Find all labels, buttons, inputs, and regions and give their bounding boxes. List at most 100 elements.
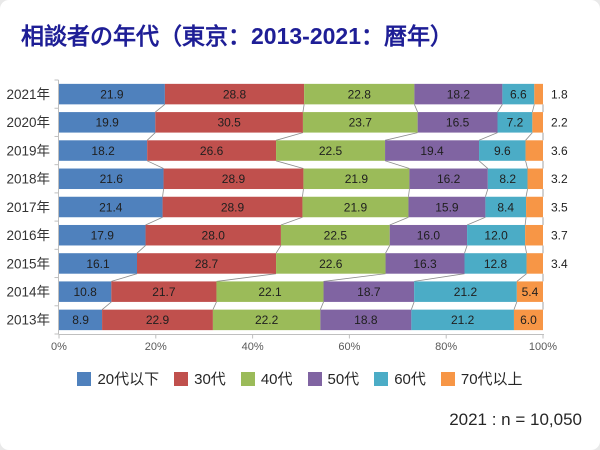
category-label: 2015年 <box>6 256 50 271</box>
x-axis-tick-label: 20% <box>145 341 167 353</box>
series-connector-line <box>524 217 527 226</box>
value-label: 8.2 <box>499 172 516 186</box>
value-label: 6.0 <box>520 313 537 327</box>
value-label: 12.8 <box>484 257 508 271</box>
value-label: 15.9 <box>435 200 459 214</box>
legend-label: 70代以上 <box>460 371 523 388</box>
series-connector-line <box>531 104 535 113</box>
bar-row-2020年: 19.9 30.5 23.7 16.5 7.2 2.2 2020年 <box>6 112 568 133</box>
bar-segment-40代 <box>304 83 415 105</box>
value-label: 28.9 <box>221 200 245 214</box>
bar-segment-60代 <box>464 253 527 274</box>
value-label: 16.2 <box>437 172 461 186</box>
series-connector-line <box>111 273 138 282</box>
bar-segment-30代 <box>102 309 213 331</box>
bar-row-2018年: 21.6 28.9 21.9 16.2 8.2 3.2 2018年 <box>6 168 568 190</box>
series-connector-line <box>101 301 112 310</box>
value-label: 21.2 <box>451 313 475 327</box>
value-label: 21.4 <box>99 200 123 214</box>
series-connector-line <box>516 273 527 282</box>
value-label: 30.5 <box>217 116 241 130</box>
category-label: 2018年 <box>6 172 50 187</box>
value-label: 12.0 <box>484 229 508 243</box>
series-connector-line <box>275 245 282 254</box>
bar-segment-20代以下 <box>59 168 164 190</box>
value-label-outside: 3.4 <box>551 257 568 271</box>
legend-item-50代: 50代 <box>307 368 360 389</box>
legend-swatch-icon <box>374 371 389 386</box>
bar-row-2014年: 10.8 21.7 22.1 18.7 21.2 5.4 2014年 <box>6 281 543 302</box>
value-label: 18.7 <box>357 285 381 299</box>
bar-segment-50代 <box>409 168 488 190</box>
value-label: 23.7 <box>349 116 373 130</box>
value-label: 9.6 <box>494 144 511 158</box>
bar-segment-50代 <box>385 253 465 274</box>
series-connector-line <box>384 132 418 141</box>
x-axis-tick-label: 80% <box>435 341 457 353</box>
value-label: 17.9 <box>91 229 115 243</box>
series-connector-line <box>147 160 164 169</box>
value-label: 21.6 <box>100 172 124 186</box>
bar-segment-30代 <box>164 83 305 105</box>
value-label: 28.8 <box>223 87 247 101</box>
bar-segment-40代 <box>302 196 409 218</box>
bar-row-2013年: 8.9 22.9 22.2 18.8 21.2 6.0 2013年 <box>6 309 543 331</box>
bar-segment-30代 <box>145 224 281 246</box>
category-label: 2020年 <box>6 115 50 130</box>
bar-segment-70代以上 <box>532 112 543 133</box>
value-label: 18.8 <box>354 313 378 327</box>
series-connector-line <box>389 216 409 226</box>
value-label: 21.7 <box>152 285 176 299</box>
value-label: 16.1 <box>86 257 110 271</box>
bar-segment-70代以上 <box>525 224 543 246</box>
value-label: 8.4 <box>497 200 514 214</box>
bar-segment-30代 <box>137 253 277 274</box>
value-label: 19.4 <box>420 144 444 158</box>
bar-segment-60代 <box>487 168 528 190</box>
series-connector-line <box>275 160 304 169</box>
category-label: 2014年 <box>6 285 50 300</box>
value-label: 21.9 <box>344 200 368 214</box>
series-connector-line <box>162 188 164 197</box>
chart-legend: 20代以下 30代 40代 50代 60代 70代以上 <box>0 368 600 389</box>
bar-row-2021年: 21.9 28.8 22.8 18.2 6.6 1.8 2021年 <box>6 83 568 105</box>
x-axis-tick-label: 40% <box>242 341 264 353</box>
bar-row-2016年: 17.9 28.0 22.5 16.0 12.0 3.7 2016年 <box>6 224 568 246</box>
value-label-outside: 3.2 <box>551 172 568 186</box>
value-label: 22.8 <box>348 87 372 101</box>
value-label: 8.9 <box>72 313 89 327</box>
sample-size-note: 2021 : n = 10,050 <box>449 410 582 429</box>
value-label: 22.5 <box>324 229 348 243</box>
bar-segment-70代以上 <box>516 281 543 302</box>
legend-swatch-icon <box>307 371 322 386</box>
bar-segment-70代以上 <box>534 83 543 105</box>
bar-row-2019年: 18.2 26.6 22.5 19.4 9.6 3.6 2019年 <box>6 140 568 161</box>
series-connector-line <box>302 104 305 113</box>
legend-label: 60代 <box>394 371 426 388</box>
bar-segment-20代以下 <box>59 224 146 246</box>
value-label: 22.9 <box>146 313 170 327</box>
bar-segment-60代 <box>502 83 535 105</box>
value-label: 22.1 <box>258 285 282 299</box>
x-axis-tick-label: 100% <box>529 341 557 353</box>
series-connector-line <box>216 273 277 282</box>
series-connector-line <box>155 104 166 113</box>
series-connector-line <box>212 301 217 310</box>
series-connector-line <box>525 188 528 197</box>
bar-segment-20代以下 <box>59 83 165 105</box>
bar-segment-20代以下 <box>59 253 138 274</box>
bar-segment-20代以下 <box>59 112 156 133</box>
series-connector-line <box>524 245 527 254</box>
bar-segment-30代 <box>111 281 217 302</box>
bar-segment-50代 <box>320 309 412 331</box>
bar-segment-70代以上 <box>527 168 543 190</box>
series-connector-line <box>525 132 533 141</box>
series-connector-line <box>136 245 146 254</box>
legend-label: 40代 <box>260 371 293 388</box>
legend-item-30代: 30代 <box>174 368 226 389</box>
legend-label: 50代 <box>327 371 360 388</box>
bar-segment-20代以下 <box>59 196 163 218</box>
series-connector-line <box>408 188 410 197</box>
value-label-outside: 1.8 <box>551 87 568 101</box>
bar-segment-70代以上 <box>526 253 543 274</box>
